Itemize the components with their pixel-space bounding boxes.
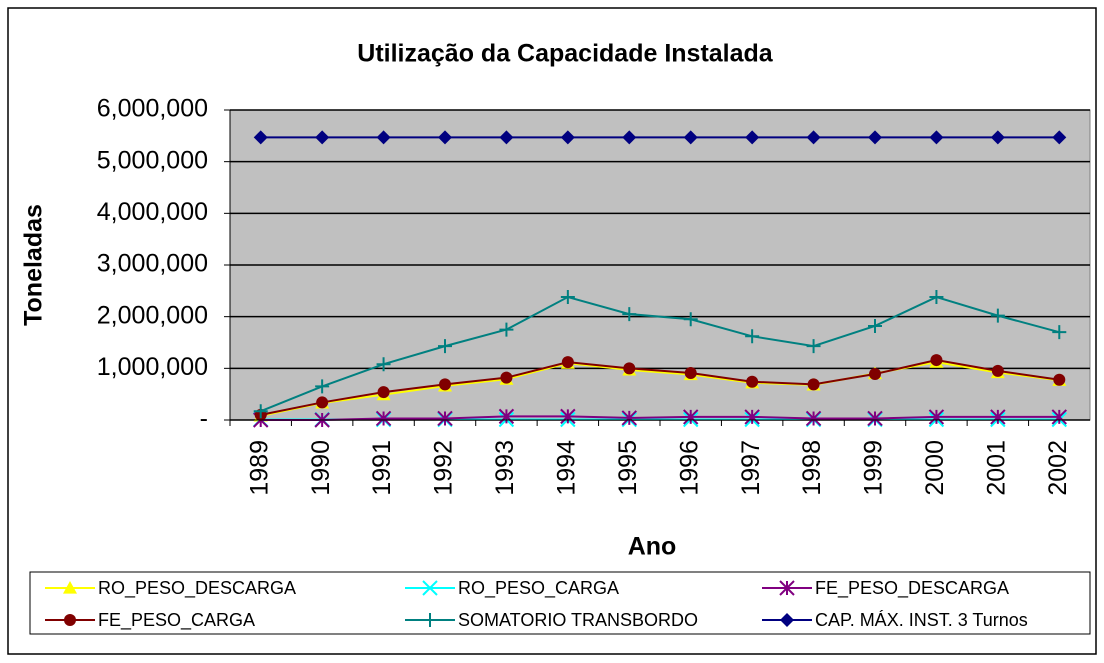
x-tick-label: 2000	[921, 440, 949, 496]
marker	[930, 354, 943, 367]
marker	[868, 318, 882, 333]
marker	[929, 290, 944, 305]
marker	[868, 130, 882, 145]
marker	[560, 130, 575, 145]
y-tick-label: -	[200, 405, 208, 433]
marker	[376, 357, 391, 372]
chart-title: Utilização da Capacidade Instalada	[357, 40, 774, 68]
legend-label: RO_PESO_CARGA	[458, 578, 619, 599]
y-tick-label: 6,000,000	[97, 95, 208, 123]
marker	[500, 371, 513, 384]
x-tick-label: 1991	[368, 440, 396, 496]
marker	[623, 362, 636, 375]
marker	[929, 130, 944, 145]
marker	[780, 613, 794, 627]
series-line	[260, 361, 1060, 417]
marker	[499, 130, 514, 145]
marker	[744, 409, 760, 425]
marker	[683, 312, 698, 327]
marker	[807, 378, 820, 391]
series-line	[260, 359, 1060, 416]
marker	[63, 581, 77, 594]
marker	[315, 130, 330, 145]
marker	[438, 130, 452, 145]
marker	[990, 130, 1005, 145]
marker	[560, 408, 576, 425]
marker	[438, 339, 452, 354]
x-tick-label: 1997	[737, 440, 765, 496]
x-tick-label: 1989	[245, 440, 273, 496]
y-axis-label: Toneladas	[20, 204, 48, 326]
marker	[806, 130, 821, 145]
marker	[423, 613, 437, 627]
marker	[867, 410, 883, 427]
series-line	[260, 295, 1060, 413]
series-line	[260, 415, 1060, 421]
marker	[746, 375, 759, 388]
marker	[928, 409, 945, 425]
marker	[806, 339, 821, 354]
marker	[1052, 130, 1067, 145]
x-tick-label: 1994	[552, 440, 580, 496]
marker	[439, 378, 451, 391]
x-tick-label: 1999	[860, 440, 888, 496]
x-tick-label: 1998	[798, 440, 826, 496]
marker	[991, 364, 1004, 377]
marker	[779, 580, 795, 596]
marker	[683, 130, 698, 145]
marker	[745, 130, 760, 145]
marker	[560, 290, 575, 305]
x-tick-label: 1996	[675, 440, 703, 496]
y-tick-label: 5,000,000	[97, 146, 208, 174]
marker	[253, 404, 268, 419]
marker	[1053, 373, 1066, 386]
x-tick-label: 1992	[430, 440, 458, 496]
y-tick-label: 2,000,000	[97, 301, 208, 329]
x-axis-label: Ano	[628, 533, 677, 561]
y-tick-label: 1,000,000	[97, 353, 208, 381]
marker	[315, 379, 330, 394]
marker	[64, 614, 76, 626]
legend-label: FE_PESO_CARGA	[98, 610, 255, 631]
marker	[684, 366, 697, 379]
marker	[1051, 409, 1067, 425]
marker	[316, 396, 329, 409]
legend-label: RO_PESO_DESCARGA	[98, 578, 296, 599]
marker	[422, 580, 438, 596]
legend-box	[29, 571, 1091, 635]
legend-label: FE_PESO_DESCARGA	[815, 578, 1009, 599]
legend-label: SOMATORIO TRANSBORDO	[458, 610, 698, 630]
legend-label: CAP. MÁX. INST. 3 Turnos	[815, 610, 1028, 630]
marker	[805, 410, 822, 427]
x-tick-label: 2001	[982, 440, 1010, 496]
y-tick-label: 4,000,000	[97, 198, 208, 226]
marker	[1052, 325, 1067, 340]
marker	[990, 308, 1005, 323]
marker	[375, 410, 392, 427]
x-tick-label: 1993	[491, 440, 519, 496]
marker	[561, 356, 574, 369]
x-tick-label: 2002	[1044, 440, 1072, 496]
marker	[990, 409, 1006, 425]
marker	[622, 307, 637, 322]
marker	[683, 409, 699, 425]
marker	[499, 322, 514, 337]
marker	[377, 386, 390, 399]
marker	[376, 130, 391, 145]
marker	[621, 410, 637, 426]
marker	[745, 329, 760, 344]
marker	[869, 368, 881, 381]
marker	[253, 130, 268, 145]
x-tick-label: 1990	[307, 440, 335, 496]
x-tick-label: 1995	[614, 440, 642, 496]
marker	[622, 130, 637, 145]
marker	[437, 410, 453, 427]
y-tick-label: 3,000,000	[97, 250, 208, 278]
marker	[498, 408, 515, 425]
